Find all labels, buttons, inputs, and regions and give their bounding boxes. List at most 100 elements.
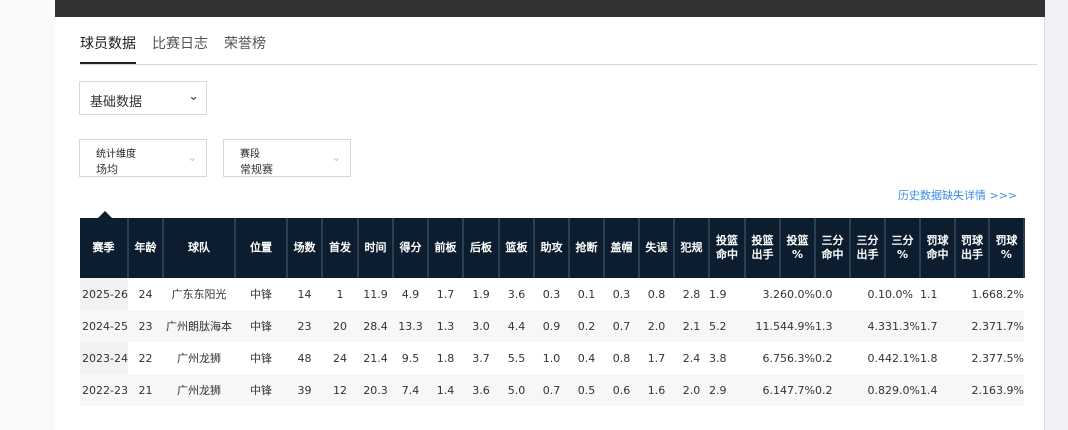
- column-header[interactable]: 场数: [286, 218, 323, 278]
- table-cell: 1.1: [919, 287, 938, 301]
- table-cell: 12: [321, 374, 358, 406]
- table-cell: 11.5: [744, 310, 780, 342]
- column-header[interactable]: 位置: [234, 218, 288, 278]
- table-cell: 2.8: [682, 287, 701, 301]
- table-cell: 0.6: [603, 374, 639, 406]
- tab-game-log[interactable]: 比赛日志: [152, 36, 208, 52]
- table-cell: 广东东阳光: [171, 288, 227, 301]
- season-phase-select[interactable]: 赛段 常规赛 ⌄: [223, 139, 351, 177]
- table-cell: 63.9%: [988, 374, 1024, 406]
- table-cell: 44.9%: [779, 310, 815, 342]
- table-cell: 42.1%: [884, 351, 920, 365]
- table-cell: 2.0: [638, 310, 674, 342]
- column-header[interactable]: 后板: [462, 218, 500, 278]
- column-header[interactable]: 三分 命中: [814, 218, 851, 278]
- column-header[interactable]: 投篮%: [779, 218, 816, 278]
- table-cell: 0.3: [542, 287, 561, 301]
- table-cell: 23: [286, 310, 322, 342]
- table-cell: 中锋: [249, 352, 272, 365]
- column-header[interactable]: 投篮 命中: [708, 218, 746, 278]
- table-cell: 0.7: [603, 310, 639, 342]
- table-cell: 1: [336, 287, 344, 301]
- table-cell: 23: [127, 310, 163, 342]
- table-cell: 4.3: [849, 310, 885, 342]
- column-header[interactable]: 三分%: [884, 218, 921, 278]
- table-cell: 0.5: [568, 374, 604, 406]
- table-cell: 6.1: [744, 374, 780, 406]
- table-cell: 1.4: [427, 374, 463, 406]
- table-cell: 1.3: [814, 310, 850, 342]
- column-header[interactable]: 三分 出手: [849, 218, 886, 278]
- table-cell: 20: [321, 310, 358, 342]
- column-header[interactable]: 球队: [162, 218, 236, 278]
- table-cell: 5.2: [708, 310, 745, 342]
- column-header[interactable]: 盖帽: [603, 218, 640, 278]
- column-header[interactable]: 年龄: [127, 218, 164, 278]
- data-type-value: 基础数据: [90, 95, 143, 110]
- table-cell: 2.9: [708, 374, 745, 406]
- table-cell: 14: [297, 287, 312, 301]
- column-header[interactable]: 得分: [392, 218, 429, 278]
- main-panel: 球员数据 比赛日志 荣誉榜 基础数据 ⌄ 统计维度 场均 ⌄ 赛段 常规赛 ⌄ …: [55, 0, 1045, 430]
- table-cell: 中锋: [249, 288, 272, 301]
- table-cell: 2024-25: [80, 310, 128, 342]
- table-cell: 31.3%: [884, 310, 920, 342]
- table-cell: 中锋: [234, 374, 287, 406]
- table-cell: 1.8: [919, 351, 938, 365]
- top-bar: [55, 0, 1045, 17]
- table-cell: 28.4: [357, 310, 393, 342]
- tab-bar: 球员数据 比赛日志 荣誉榜: [80, 34, 1037, 65]
- table-cell: 6.7: [762, 351, 780, 365]
- chevron-down-icon: ⌄: [187, 151, 197, 164]
- column-header[interactable]: 投篮 出手: [744, 218, 781, 278]
- table-cell: 2.1: [954, 374, 989, 406]
- table-cell: 0.3: [612, 287, 631, 301]
- column-header[interactable]: 罚球%: [988, 218, 1025, 278]
- tab-player-stats[interactable]: 球员数据: [80, 34, 136, 64]
- table-cell: 3.6: [507, 287, 526, 301]
- column-header[interactable]: 助攻: [533, 218, 570, 278]
- table-cell: 2023-24: [80, 342, 128, 374]
- column-header[interactable]: 抢断: [568, 218, 605, 278]
- table-cell: 1.3: [427, 310, 463, 342]
- chevron-down-icon: ⌄: [188, 89, 199, 104]
- table-cell: 20.3: [357, 374, 393, 406]
- column-header[interactable]: 首发: [321, 218, 359, 278]
- column-header[interactable]: 罚球 命中: [919, 218, 956, 278]
- table-cell: 广州龙狮: [176, 352, 221, 365]
- table-cell: 3.6: [462, 374, 499, 406]
- column-header[interactable]: 时间: [357, 218, 394, 278]
- data-type-select[interactable]: 基础数据 ⌄: [79, 81, 207, 115]
- column-header[interactable]: 罚球 出手: [954, 218, 990, 278]
- table-cell: 4.9: [401, 287, 420, 301]
- column-header[interactable]: 犯规: [673, 218, 710, 278]
- table-cell: 2.3: [971, 351, 989, 365]
- table-cell: 3.2: [762, 287, 780, 301]
- table-cell: 77.5%: [988, 351, 1024, 365]
- stat-dimension-select[interactable]: 统计维度 场均 ⌄: [79, 139, 207, 177]
- table-cell: 2.1: [673, 310, 709, 342]
- table-cell: 0.4: [577, 351, 596, 365]
- history-missing-link[interactable]: 历史数据缺失详情 >>>: [898, 189, 1018, 202]
- table-cell: 29.0%: [884, 374, 920, 406]
- filter-label: 统计维度: [96, 149, 136, 160]
- table-cell: 1.4: [919, 374, 955, 406]
- table-cell: 0.7: [533, 374, 569, 406]
- table-cell: 0.8: [612, 351, 631, 365]
- table-cell: 0.4: [867, 351, 885, 365]
- table-cell: 2.0: [673, 374, 709, 406]
- table-cell: 21.4: [363, 351, 388, 365]
- table-cell: 11.9: [363, 287, 388, 301]
- table-cell: 广州朗肽海本: [162, 310, 235, 342]
- table-cell: 5.5: [507, 351, 526, 365]
- tab-honors[interactable]: 荣誉榜: [224, 36, 266, 52]
- table-cell: 1.7: [919, 310, 955, 342]
- table-cell: 1.9: [472, 287, 490, 301]
- table-cell: 1.6: [638, 374, 674, 406]
- column-header[interactable]: 前板: [427, 218, 464, 278]
- column-header[interactable]: 篮板: [498, 218, 535, 278]
- table-cell: 0.8: [849, 374, 885, 406]
- column-header[interactable]: 赛季: [80, 218, 129, 278]
- column-header[interactable]: 失误: [638, 218, 675, 278]
- table-cell: 47.7%: [779, 374, 815, 406]
